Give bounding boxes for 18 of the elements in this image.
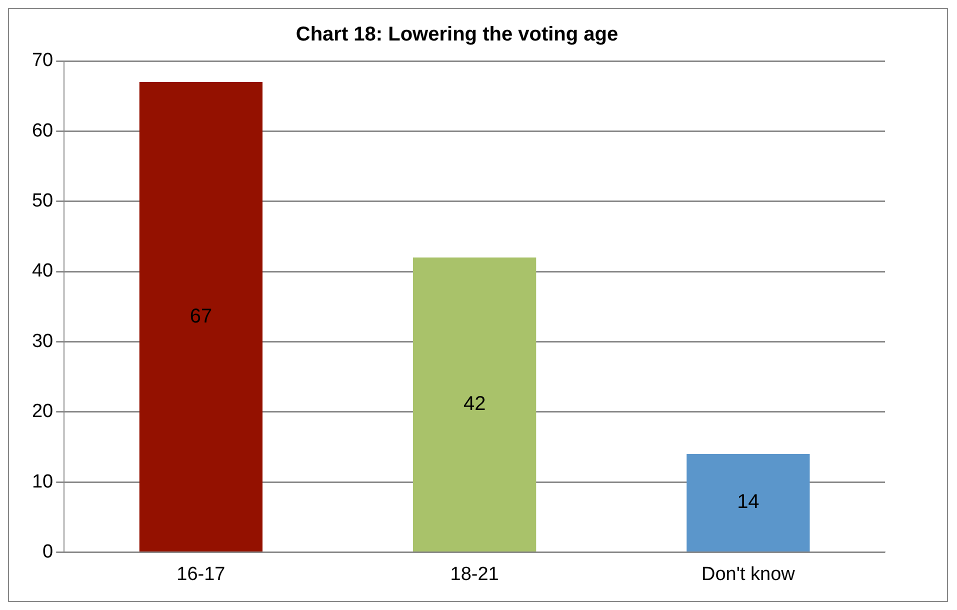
y-tick-label: 30	[32, 330, 54, 352]
bar	[686, 454, 810, 552]
x-tick-label: 18-21	[450, 564, 499, 585]
y-tick-label: 50	[32, 190, 54, 212]
data-label: 67	[190, 305, 212, 328]
x-tick-label: Don't know	[701, 564, 796, 585]
x-tick-label: 16-17	[176, 564, 226, 585]
y-tick-label: 60	[32, 120, 54, 142]
y-tick-label: 20	[32, 401, 54, 422]
bar	[413, 257, 536, 552]
y-tick-label: 0	[42, 541, 54, 562]
y-tick-label: 70	[32, 50, 54, 72]
data-label: 14	[737, 491, 760, 514]
data-label: 42	[463, 392, 486, 415]
y-tick-label: 10	[32, 471, 54, 492]
chart-title: Chart 18: Lowering the voting age	[296, 24, 618, 46]
y-tick-label: 40	[32, 260, 54, 282]
bar	[139, 82, 263, 552]
